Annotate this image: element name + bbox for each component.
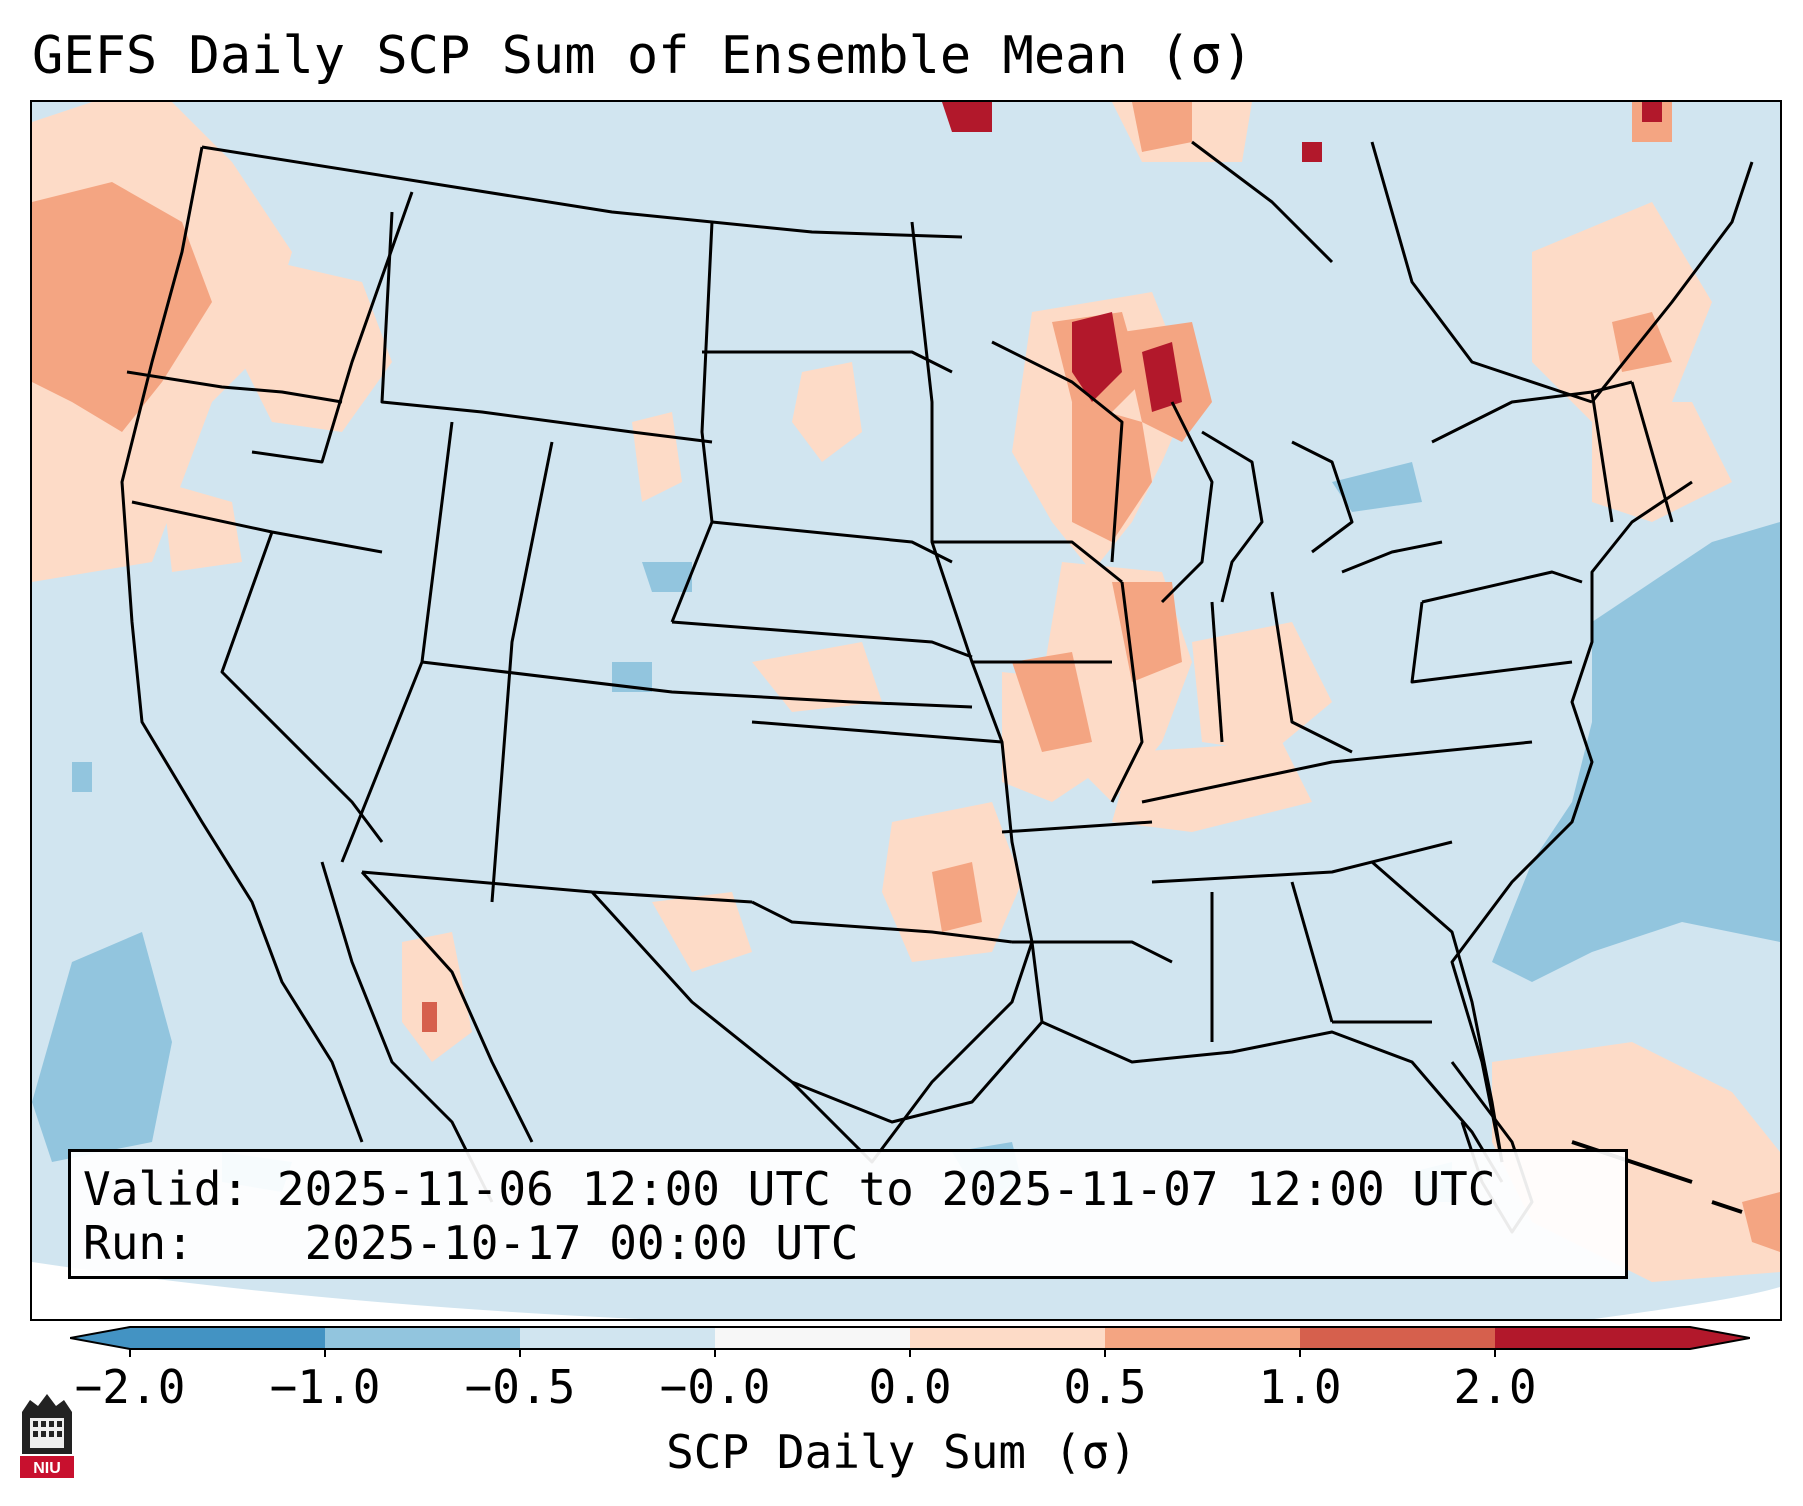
colorbar-segment bbox=[1300, 1327, 1496, 1349]
map-title: GEFS Daily SCP Sum of Ensemble Mean (σ) bbox=[32, 26, 1253, 86]
colorbar-tick-label: −0.5 bbox=[464, 1360, 576, 1414]
colorbar-segment bbox=[130, 1327, 326, 1349]
colorbar-extend-high bbox=[1690, 1327, 1750, 1349]
niu-logo: NIU bbox=[20, 1394, 74, 1478]
projection-edge-left bbox=[32, 1262, 641, 1319]
colorbar-tick-label: 1.0 bbox=[1258, 1360, 1342, 1414]
colorbar-tick-label: 0.0 bbox=[868, 1360, 952, 1414]
colorbar-segment bbox=[1105, 1327, 1301, 1349]
projection-edge-right bbox=[1593, 1287, 1780, 1319]
colorbar-segment bbox=[910, 1327, 1106, 1349]
colorbar-label: SCP Daily Sum (σ) bbox=[666, 1425, 1137, 1479]
colorbar-segment bbox=[325, 1327, 521, 1349]
valid-label: Valid: bbox=[83, 1162, 250, 1216]
colorbar-tick-label: −1.0 bbox=[269, 1360, 381, 1414]
colorbar bbox=[70, 1326, 1750, 1357]
colorbar-segment bbox=[715, 1327, 911, 1349]
colorbar-extend-low bbox=[70, 1327, 130, 1349]
positive-anomaly-strong bbox=[422, 102, 1662, 1032]
svg-text:NIU: NIU bbox=[33, 1460, 61, 1477]
negative-anomaly bbox=[32, 462, 1780, 1202]
colorbar-tick-label: 0.5 bbox=[1063, 1360, 1147, 1414]
colorbar-tick-label: 2.0 bbox=[1453, 1360, 1537, 1414]
colorbar-segment bbox=[520, 1327, 716, 1349]
colorbar-segments bbox=[70, 1326, 1750, 1357]
scp-map bbox=[32, 102, 1780, 1319]
positive-anomaly-light bbox=[32, 102, 1780, 1282]
colorbar-segment bbox=[1495, 1327, 1691, 1349]
state-boundaries bbox=[120, 140, 1754, 1234]
colorbar-tick-label: −2.0 bbox=[74, 1360, 186, 1414]
map-frame bbox=[30, 100, 1782, 1321]
validity-info-box: Valid: 2025-11-06 12:00 UTC to 2025-11-0… bbox=[68, 1149, 1628, 1279]
colorbar-tick-label: −0.0 bbox=[659, 1360, 771, 1414]
valid-value: 2025-11-06 12:00 UTC to 2025-11-07 12:00… bbox=[276, 1162, 1496, 1216]
run-value: 2025-10-17 00:00 UTC bbox=[304, 1216, 859, 1270]
run-label: Run: bbox=[83, 1216, 194, 1270]
